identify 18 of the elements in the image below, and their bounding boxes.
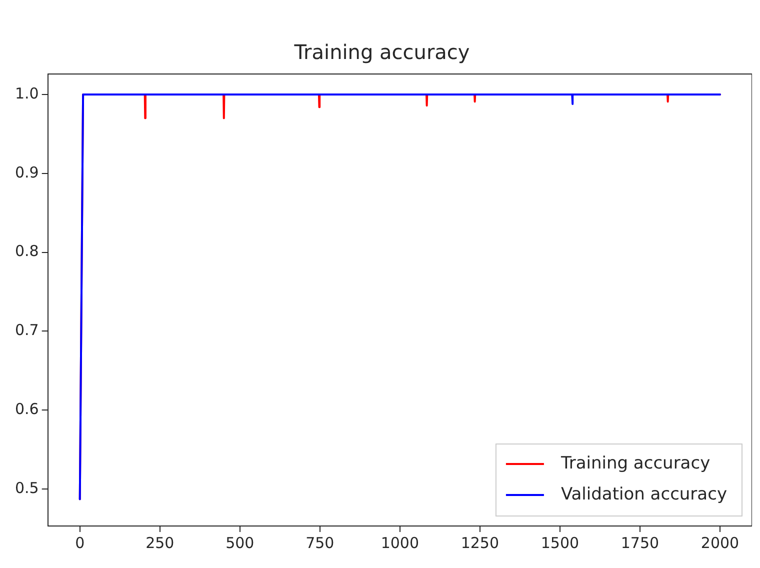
legend-label: Training accuracy — [560, 453, 710, 474]
y-tick-label: 0.8 — [14, 242, 39, 260]
legend-label: Validation accuracy — [560, 484, 728, 504]
x-tick-label: 750 — [306, 534, 334, 552]
x-tick-label: 2000 — [700, 534, 740, 552]
y-tick-label: 1.0 — [14, 84, 39, 102]
x-tick-label: 1750 — [620, 534, 660, 552]
x-tick-label: 500 — [226, 534, 254, 552]
x-tick-label: 1250 — [460, 534, 500, 552]
y-tick-label: 0.9 — [14, 163, 39, 182]
x-tick-label: 0 — [75, 534, 85, 552]
x-tick-label: 1500 — [540, 534, 580, 552]
y-tick-label: 0.7 — [14, 321, 39, 340]
y-tick-label: 0.5 — [14, 478, 39, 497]
x-tick-label: 250 — [146, 534, 174, 552]
chart-title: Training accuracy — [293, 40, 470, 64]
x-tick-label: 1000 — [380, 534, 420, 552]
y-tick-label: 0.6 — [14, 400, 39, 418]
